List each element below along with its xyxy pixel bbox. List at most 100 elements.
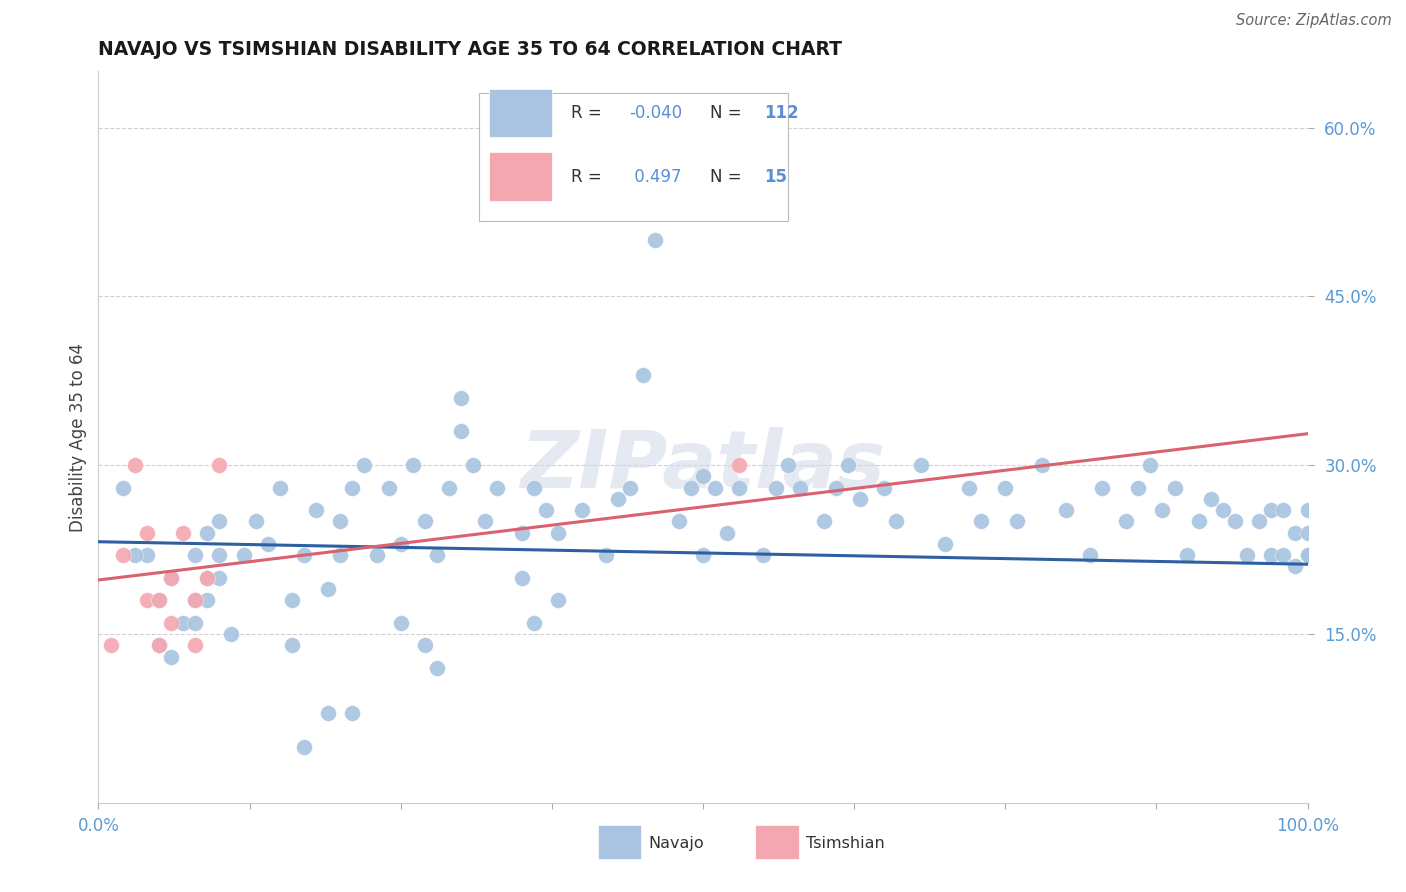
Point	[1212, 503, 1234, 517]
Point	[426, 661, 449, 675]
Point	[1152, 503, 1174, 517]
Point	[1188, 515, 1211, 529]
Point	[184, 593, 207, 607]
Point	[389, 537, 412, 551]
Point	[1296, 503, 1319, 517]
Point	[316, 706, 339, 720]
Point	[789, 481, 811, 495]
Point	[510, 571, 533, 585]
Point	[619, 481, 641, 495]
Point	[765, 481, 787, 495]
Point	[523, 615, 546, 630]
Point	[402, 458, 425, 473]
Point	[1078, 548, 1101, 562]
Point	[426, 548, 449, 562]
Point	[1284, 525, 1306, 540]
Point	[281, 593, 304, 607]
Point	[1163, 481, 1185, 495]
FancyBboxPatch shape	[489, 88, 551, 137]
Point	[100, 638, 122, 652]
Point	[716, 525, 738, 540]
Point	[474, 515, 496, 529]
Text: 112: 112	[765, 103, 799, 122]
Point	[148, 593, 170, 607]
Point	[692, 469, 714, 483]
Point	[1249, 515, 1271, 529]
Point	[184, 593, 207, 607]
Point	[1175, 548, 1198, 562]
Point	[195, 571, 218, 585]
Point	[160, 571, 183, 585]
Point	[752, 548, 775, 562]
Point	[837, 458, 859, 473]
Point	[1128, 481, 1150, 495]
Point	[910, 458, 932, 473]
Point	[353, 458, 375, 473]
Point	[366, 548, 388, 562]
Point	[825, 481, 848, 495]
Point	[1296, 548, 1319, 562]
Point	[776, 458, 799, 473]
Point	[1272, 548, 1295, 562]
Point	[1115, 515, 1137, 529]
Point	[463, 458, 485, 473]
Point	[1296, 548, 1319, 562]
Text: -0.040: -0.040	[630, 103, 682, 122]
Point	[135, 548, 157, 562]
Point	[342, 706, 364, 720]
Point	[1260, 548, 1282, 562]
Point	[534, 503, 557, 517]
Point	[1007, 515, 1029, 529]
Point	[1272, 503, 1295, 517]
Text: R =: R =	[571, 103, 607, 122]
Point	[184, 548, 207, 562]
Point	[1031, 458, 1053, 473]
Point	[389, 615, 412, 630]
Point	[124, 458, 146, 473]
Text: N =: N =	[710, 168, 747, 186]
Point	[1260, 503, 1282, 517]
Point	[172, 525, 194, 540]
Point	[111, 548, 134, 562]
Point	[160, 615, 183, 630]
Point	[450, 391, 472, 405]
Text: ZIPatlas: ZIPatlas	[520, 427, 886, 506]
Y-axis label: Disability Age 35 to 64: Disability Age 35 to 64	[69, 343, 87, 532]
Point	[413, 638, 436, 652]
Point	[523, 481, 546, 495]
Point	[135, 525, 157, 540]
Point	[547, 525, 569, 540]
Point	[631, 368, 654, 383]
Point	[934, 537, 956, 551]
Point	[160, 649, 183, 664]
Point	[437, 481, 460, 495]
Point	[342, 481, 364, 495]
Point	[292, 739, 315, 754]
Point	[704, 481, 727, 495]
Point	[208, 515, 231, 529]
Point	[184, 638, 207, 652]
Point	[571, 503, 593, 517]
Point	[957, 481, 980, 495]
Point	[813, 515, 835, 529]
Point	[1284, 559, 1306, 574]
Point	[195, 571, 218, 585]
FancyBboxPatch shape	[479, 94, 787, 221]
Point	[221, 627, 243, 641]
Text: NAVAJO VS TSIMSHIAN DISABILITY AGE 35 TO 64 CORRELATION CHART: NAVAJO VS TSIMSHIAN DISABILITY AGE 35 TO…	[98, 39, 842, 59]
Point	[1296, 525, 1319, 540]
Point	[607, 491, 630, 506]
Point	[668, 515, 690, 529]
Point	[148, 638, 170, 652]
Point	[245, 515, 267, 529]
Point	[1091, 481, 1114, 495]
Point	[849, 491, 872, 506]
Point	[377, 481, 399, 495]
Point	[124, 548, 146, 562]
Point	[208, 548, 231, 562]
Point	[232, 548, 254, 562]
Point	[644, 233, 666, 247]
Point	[886, 515, 908, 529]
Point	[111, 481, 134, 495]
Point	[256, 537, 278, 551]
